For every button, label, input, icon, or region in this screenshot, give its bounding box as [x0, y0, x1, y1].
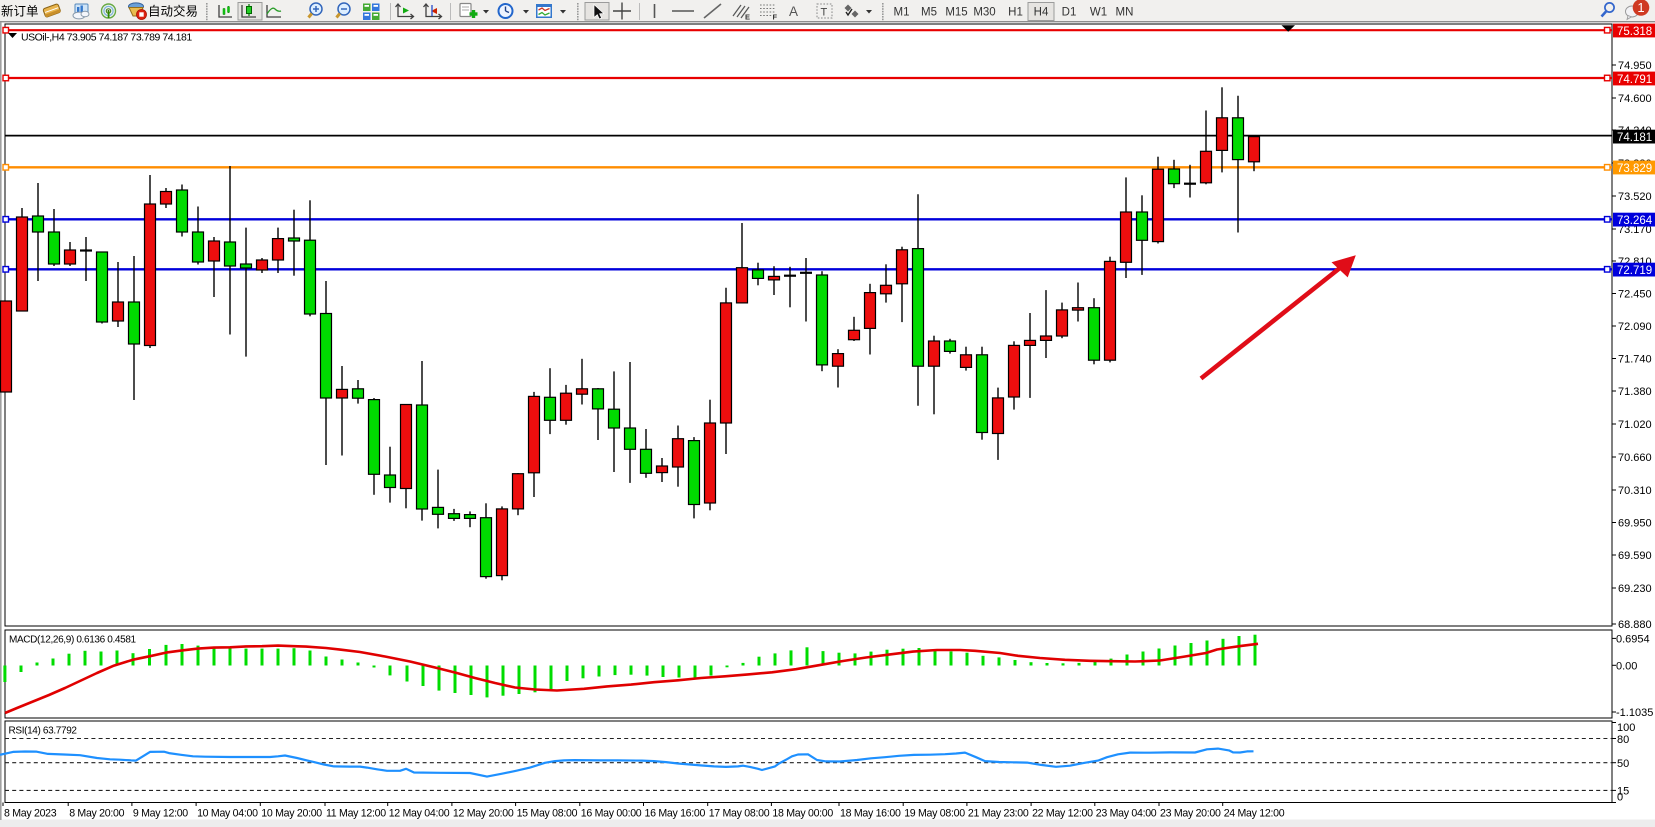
svg-text:21 May 23:00: 21 May 23:00 — [968, 808, 1029, 820]
svg-text:F: F — [773, 13, 778, 22]
svg-text:15 May 08:00: 15 May 08:00 — [517, 808, 578, 820]
svg-text:MN: MN — [1116, 7, 1134, 19]
svg-text:12 May 20:00: 12 May 20:00 — [453, 808, 514, 820]
svg-text:70.660: 70.660 — [1618, 452, 1652, 464]
svg-text:72.719: 72.719 — [1617, 265, 1652, 277]
svg-text:72.450: 72.450 — [1618, 289, 1652, 301]
svg-text:18 May 00:00: 18 May 00:00 — [772, 808, 833, 820]
svg-text:71.380: 71.380 — [1618, 386, 1652, 398]
svg-text:73.264: 73.264 — [1617, 215, 1653, 227]
svg-text:1: 1 — [1637, 0, 1644, 15]
svg-text:71.020: 71.020 — [1618, 419, 1652, 431]
svg-text:73.520: 73.520 — [1618, 191, 1652, 203]
svg-text:自动交易: 自动交易 — [148, 4, 198, 19]
svg-text:9 May 12:00: 9 May 12:00 — [133, 808, 188, 820]
svg-text:18 May 16:00: 18 May 16:00 — [840, 808, 901, 820]
svg-text:72.090: 72.090 — [1618, 321, 1652, 333]
svg-text:69.230: 69.230 — [1618, 583, 1652, 595]
svg-text:H1: H1 — [1008, 7, 1023, 19]
svg-text:M30: M30 — [973, 7, 995, 19]
svg-text:0.00: 0.00 — [1616, 660, 1637, 672]
svg-text:MACD(12,26,9) 0.6136 0.4581: MACD(12,26,9) 0.6136 0.4581 — [9, 635, 137, 646]
svg-text:新订单: 新订单 — [1, 4, 39, 19]
svg-text:74.791: 74.791 — [1617, 74, 1652, 86]
svg-text:70.310: 70.310 — [1618, 485, 1652, 497]
svg-text:10 May 20:00: 10 May 20:00 — [261, 808, 322, 820]
svg-text:RSI(14) 63.7792: RSI(14) 63.7792 — [9, 726, 78, 737]
svg-text:74.600: 74.600 — [1618, 93, 1652, 105]
svg-text:80: 80 — [1617, 734, 1629, 746]
svg-text:69.950: 69.950 — [1618, 518, 1652, 530]
svg-text:19 May 08:00: 19 May 08:00 — [904, 808, 965, 820]
svg-text:10 May 04:00: 10 May 04:00 — [197, 808, 258, 820]
svg-text:USOil-,H4 73.905 74.187 73.78: USOil-,H4 73.905 74.187 73.789 74.181 — [21, 32, 192, 44]
svg-text:23 May 04:00: 23 May 04:00 — [1096, 808, 1157, 820]
svg-text:22 May 12:00: 22 May 12:00 — [1032, 808, 1093, 820]
svg-text:75.318: 75.318 — [1617, 26, 1652, 38]
svg-text:8 May 20:00: 8 May 20:00 — [69, 808, 124, 820]
svg-text:11 May 12:00: 11 May 12:00 — [326, 808, 386, 820]
svg-text:71.740: 71.740 — [1618, 354, 1652, 366]
svg-text:A: A — [789, 4, 798, 19]
svg-text:24 May 12:00: 24 May 12:00 — [1224, 808, 1285, 820]
svg-text:73.170: 73.170 — [1618, 224, 1652, 236]
svg-text:H4: H4 — [1034, 7, 1049, 19]
svg-text:16 May 16:00: 16 May 16:00 — [645, 808, 706, 820]
svg-text:68.880: 68.880 — [1618, 619, 1652, 631]
svg-text:12 May 04:00: 12 May 04:00 — [389, 808, 450, 820]
svg-text:T: T — [821, 7, 828, 19]
svg-text:73.829: 73.829 — [1617, 163, 1652, 175]
svg-text:69.590: 69.590 — [1618, 550, 1652, 562]
svg-text:-1.1035: -1.1035 — [1616, 707, 1653, 719]
svg-text:17 May 08:00: 17 May 08:00 — [709, 808, 770, 820]
svg-text:74.181: 74.181 — [1617, 132, 1652, 144]
svg-text:E: E — [745, 13, 750, 22]
svg-text:M5: M5 — [921, 7, 937, 19]
svg-text:D1: D1 — [1062, 7, 1077, 19]
svg-text:16 May 00:00: 16 May 00:00 — [581, 808, 642, 820]
svg-text:23 May 20:00: 23 May 20:00 — [1160, 808, 1221, 820]
svg-text:0.6954: 0.6954 — [1616, 633, 1650, 645]
svg-text:50: 50 — [1617, 758, 1629, 770]
svg-text:100: 100 — [1617, 722, 1635, 734]
svg-text:8 May 2023: 8 May 2023 — [4, 808, 57, 820]
svg-text:74.950: 74.950 — [1618, 60, 1652, 72]
svg-text:15: 15 — [1617, 786, 1629, 798]
svg-text:M15: M15 — [945, 7, 967, 19]
svg-text:0: 0 — [1617, 792, 1623, 804]
svg-text:W1: W1 — [1090, 7, 1107, 19]
svg-text:M1: M1 — [894, 7, 910, 19]
